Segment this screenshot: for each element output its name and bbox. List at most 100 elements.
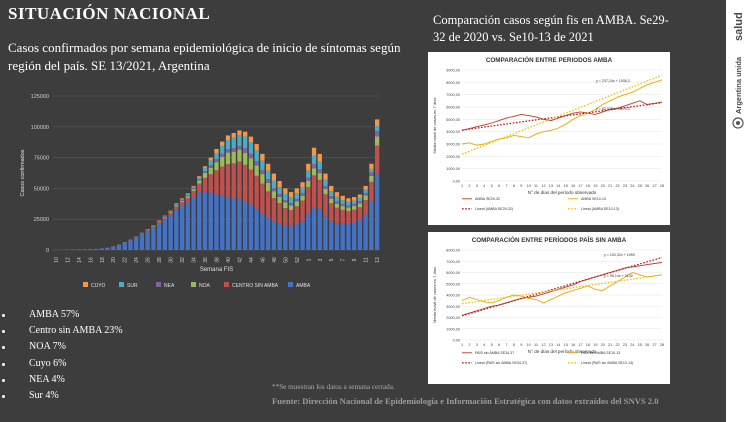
bar-segment (168, 212, 173, 213)
x-tick-label: 17 (578, 184, 582, 188)
x-tick-label: 18 (100, 257, 106, 263)
y-axis-label: Media móvil de casos en 7 días (432, 267, 437, 323)
bar-segment (306, 177, 311, 182)
x-tick-label: 28 (157, 257, 163, 263)
bar-segment (185, 193, 190, 196)
bar-segment (363, 214, 368, 250)
bar-segment (374, 174, 380, 250)
x-tick-label: 24 (630, 184, 634, 188)
bar-segment (357, 203, 363, 208)
bar-segment (185, 193, 190, 194)
salud-logo-text: salud (733, 12, 745, 41)
bar-segment (202, 191, 208, 250)
x-tick-label: 20 (601, 184, 605, 188)
x-tick-label: 7 (341, 258, 347, 261)
bar-segment (191, 189, 196, 192)
x-tick-label: 22 (615, 184, 619, 188)
bar-segment (363, 200, 368, 215)
bar-segment (334, 201, 340, 204)
bar-segment (243, 136, 248, 149)
bar-segment (283, 200, 288, 203)
x-tick-label: 25 (638, 343, 642, 347)
x-tick-label: 19 (593, 184, 597, 188)
y-tick-label: 7000,00 (446, 260, 460, 264)
bar-segment (283, 188, 288, 194)
bar-segment (357, 194, 363, 198)
trendline-equation: y = 82,525x + 4070,3 (596, 107, 630, 111)
bar-segment (202, 166, 208, 168)
y-tick-label: 0,00 (453, 339, 460, 343)
x-tick-label: 14 (556, 184, 560, 188)
bar-segment (162, 217, 168, 220)
y-tick-label: 100000 (31, 125, 49, 131)
bar-segment (156, 221, 162, 222)
bar-segment (363, 195, 368, 201)
source-note: Fuente: Dirección Nacional de Epidemiolo… (272, 396, 659, 406)
x-tick-label: 42 (237, 257, 243, 263)
y-tick-label: 4000,00 (446, 294, 460, 298)
x-tick-label: 6 (498, 343, 500, 347)
x-tick-label: 8 (513, 184, 515, 188)
y-tick-label: 4000,00 (446, 130, 460, 134)
bar-segment (288, 192, 294, 198)
bar-segment (139, 234, 145, 250)
bar-segment (237, 146, 242, 150)
bar-segment (174, 206, 179, 210)
x-tick-label: 46 (260, 257, 266, 263)
bar-segment (340, 195, 345, 201)
bar-segment (185, 196, 190, 198)
bar-segment (317, 161, 322, 170)
bar-segment (271, 173, 277, 181)
bar-segment (248, 136, 254, 143)
bar-segment (174, 205, 179, 207)
bar-segment (265, 170, 271, 180)
bar-segment (248, 204, 254, 250)
bar-segment (271, 191, 277, 199)
bar-segment (237, 135, 242, 147)
list-item: AMBA 57% (0, 307, 200, 323)
chart-subtitle: Casos confirmados por semana epidemiológ… (8, 40, 401, 73)
chart-title: COMPARACIÓN ENTRE PERIODOS AMBA (486, 55, 613, 64)
bar-segment (317, 208, 322, 250)
bar-segment (306, 213, 311, 250)
bar-segment (202, 177, 208, 192)
bar-segment (231, 151, 236, 164)
bar-segment (346, 224, 351, 250)
x-tick-label: 4 (483, 184, 485, 188)
bar-segment (311, 168, 317, 176)
bar-segment (208, 167, 213, 175)
bar-segment (248, 158, 254, 170)
y-tick-label: 75000 (34, 156, 49, 162)
x-tick-label: 38 (215, 257, 221, 263)
x-axis-label: Semana FIS (200, 267, 233, 273)
bar-segment (208, 174, 213, 193)
y-axis-label: Casos confirmados (20, 149, 26, 196)
bar-segment (105, 247, 110, 250)
legend-label: NEA (164, 283, 175, 289)
series-line (461, 274, 663, 305)
bar-segment (329, 203, 334, 222)
bar-segment (220, 156, 225, 167)
y-tick-label: 3000,00 (446, 143, 460, 147)
bar-segment (271, 221, 277, 250)
bar-segment (225, 149, 231, 153)
bar-segment (260, 213, 265, 250)
bar-segment (197, 180, 202, 184)
bar-segment (357, 207, 363, 221)
bar-segment (329, 196, 334, 199)
bar-segment (214, 148, 219, 154)
bar-segment (346, 205, 351, 208)
x-tick-label: 3 (476, 184, 478, 188)
bar-segment (191, 186, 196, 188)
bar-segment (231, 137, 236, 149)
bar-segment (214, 194, 219, 250)
legend-label: AMBA SE10-13 (581, 197, 606, 201)
bar-segment (76, 249, 81, 250)
comparison-title: Comparación casos según fis en AMBA. Se2… (433, 13, 669, 44)
bar-segment (208, 192, 213, 250)
bar-segment (294, 198, 299, 202)
bar-segment (323, 194, 328, 217)
bar-segment (369, 168, 374, 173)
bar-segment (265, 218, 271, 250)
bar-segment (179, 205, 185, 250)
